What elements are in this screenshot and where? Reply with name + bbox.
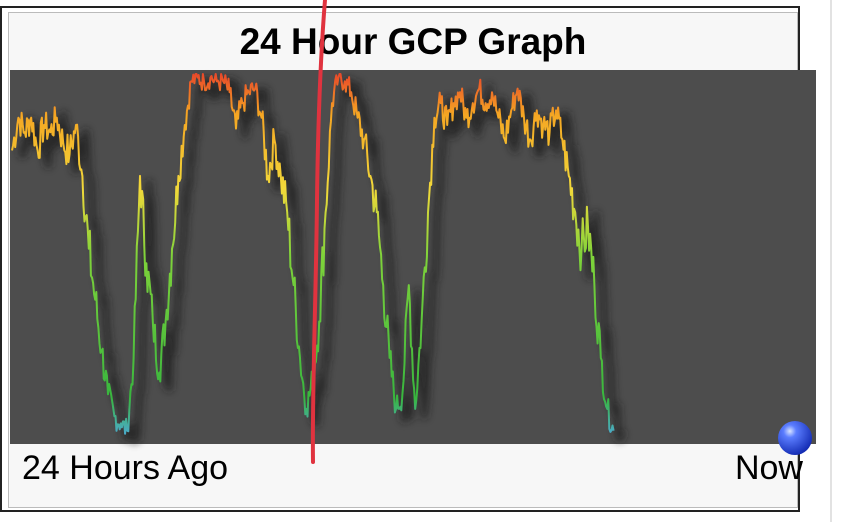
x-end-label: Now: [734, 449, 803, 487]
page-edge-rule: [830, 0, 832, 522]
now-marker-ball: [778, 421, 812, 455]
series-shadow: [18, 78, 626, 444]
x-start-label: 24 Hours Ago: [22, 449, 229, 487]
hand-drawn-red-line: [310, 0, 327, 464]
chart-title: 24 Hour GCP Graph: [239, 21, 587, 62]
